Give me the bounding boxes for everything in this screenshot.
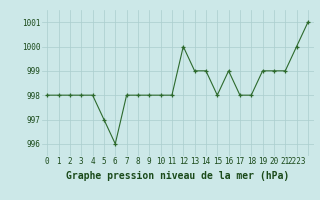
X-axis label: Graphe pression niveau de la mer (hPa): Graphe pression niveau de la mer (hPa) — [66, 171, 289, 181]
